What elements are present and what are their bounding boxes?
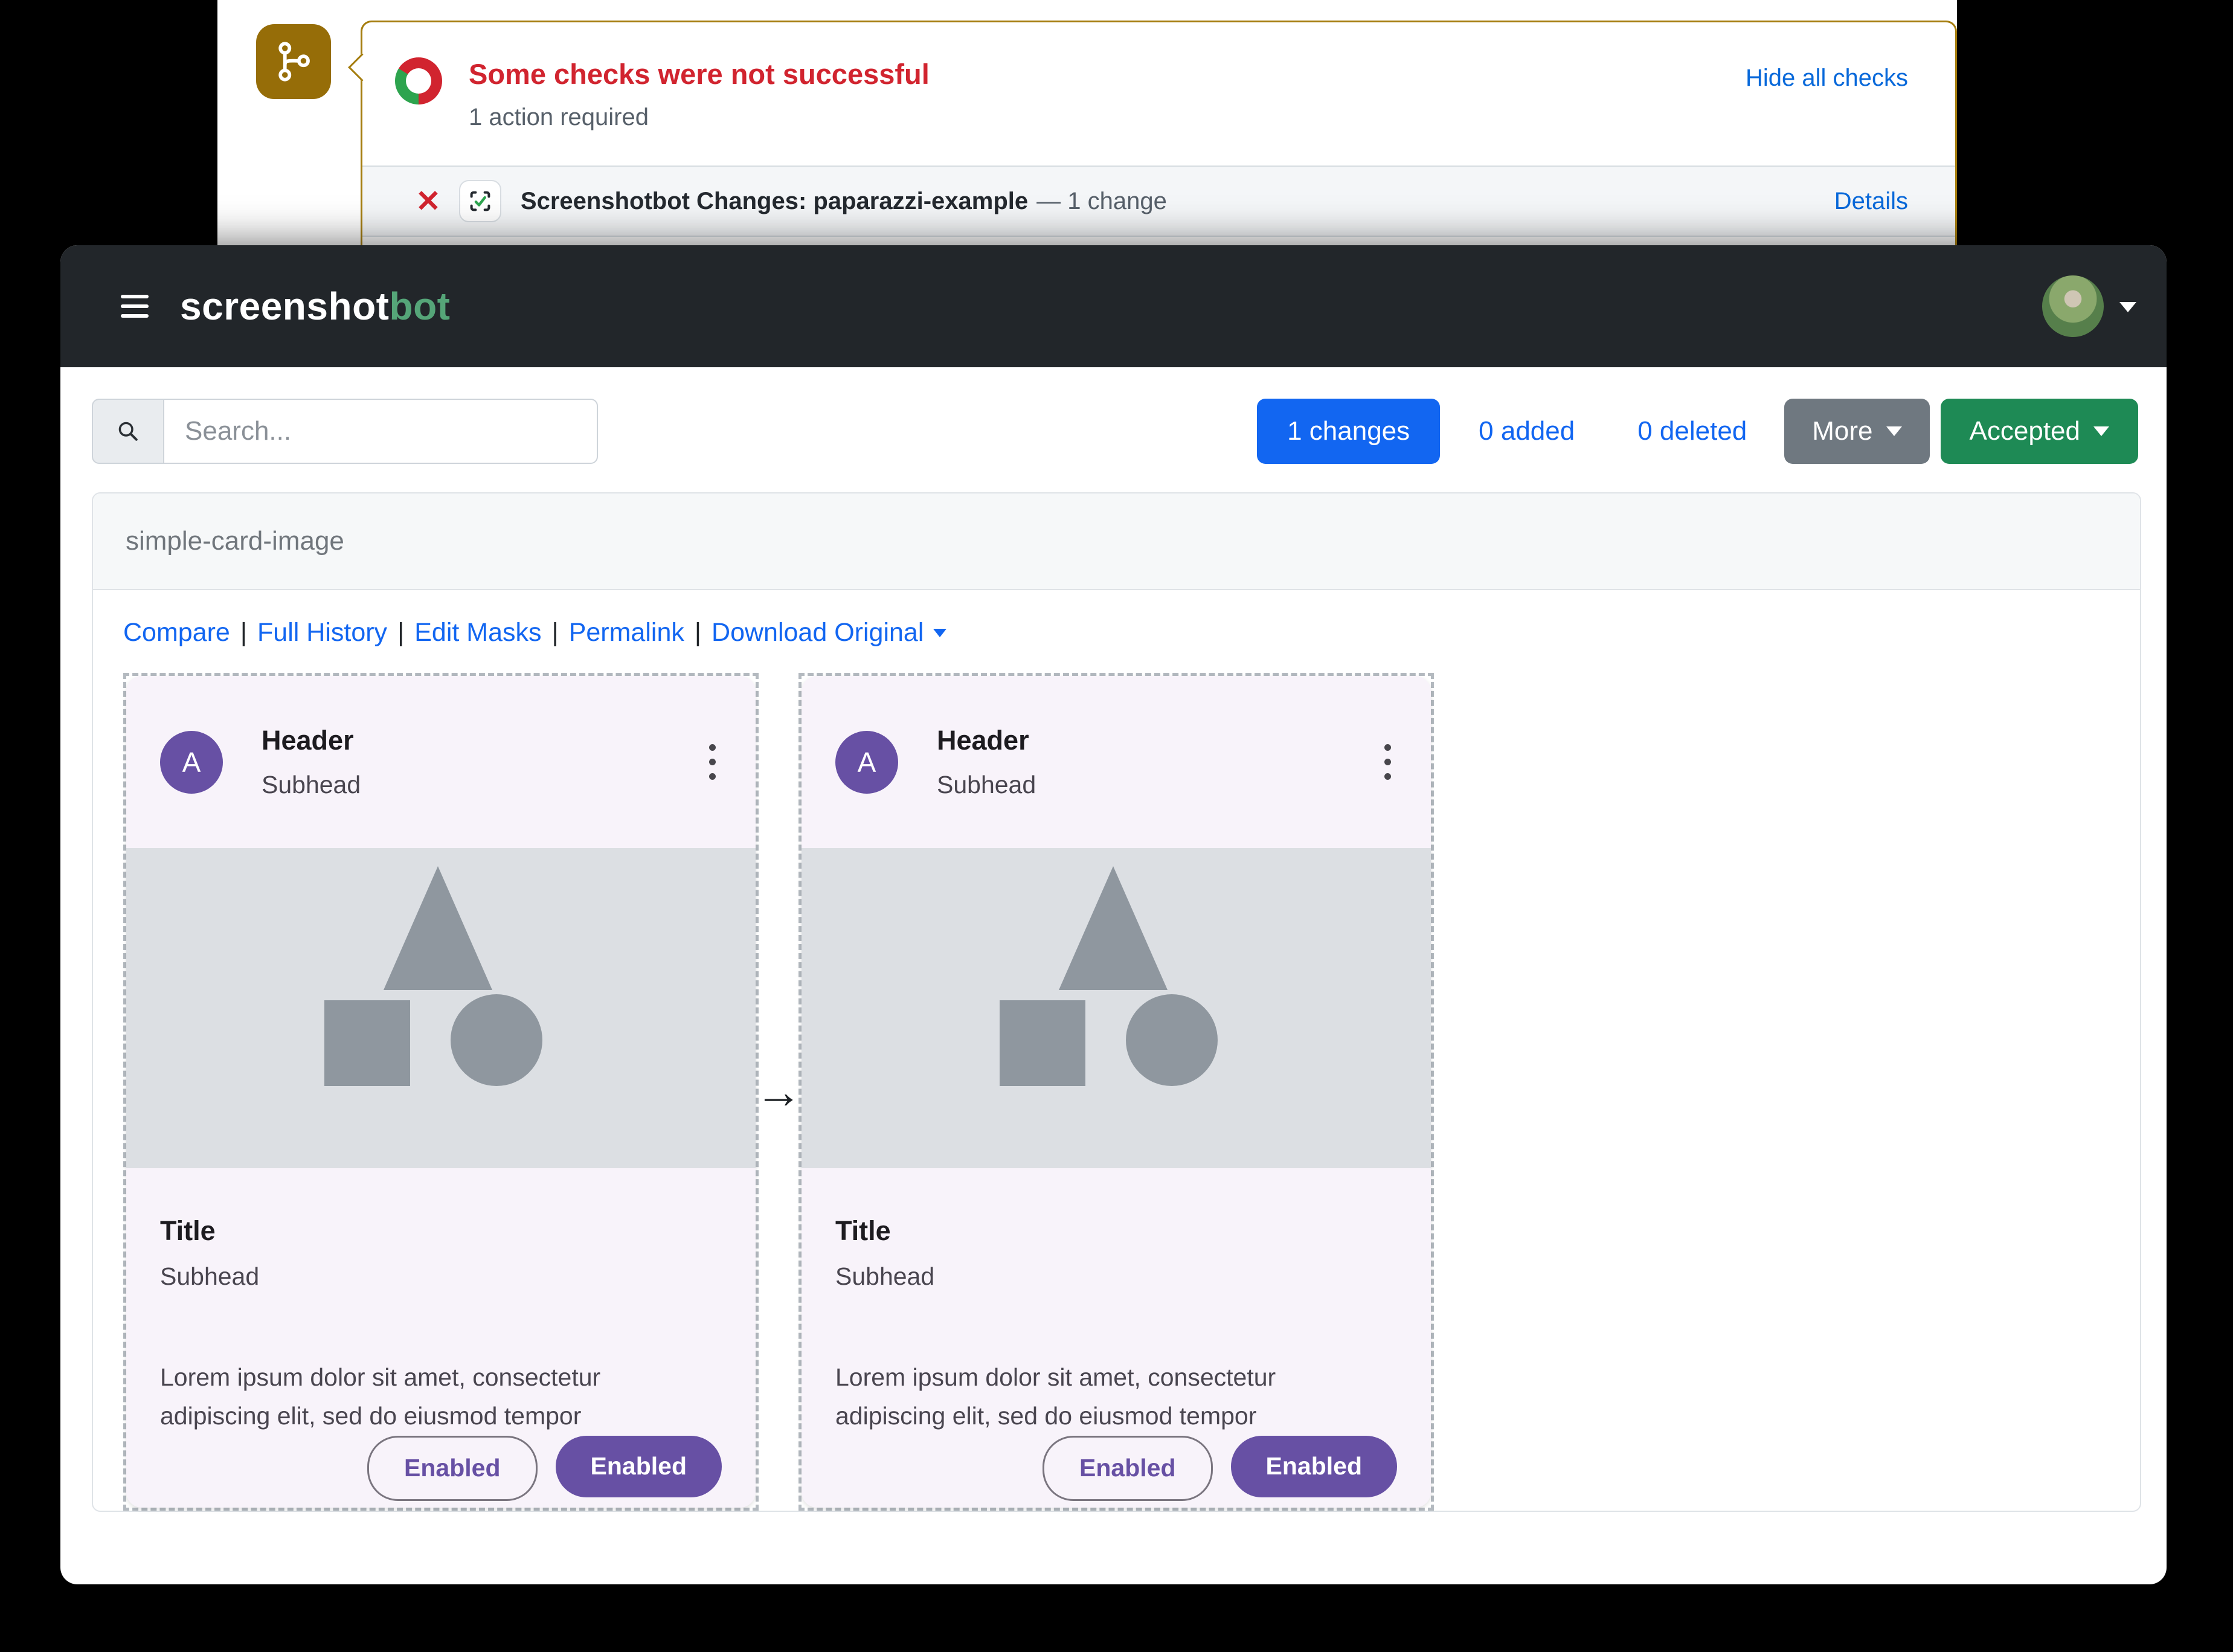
- alert-header: Some checks were not successful 1 action…: [395, 57, 930, 131]
- callout-notch: [348, 53, 376, 82]
- chevron-down-icon: [2093, 426, 2109, 436]
- square-shape: [1000, 1000, 1086, 1086]
- check-failed-x-icon: ✕: [416, 184, 441, 218]
- link-separator: |: [397, 618, 405, 647]
- kebab-menu-icon: [1384, 744, 1397, 780]
- edit-masks-link[interactable]: Edit Masks: [414, 618, 542, 647]
- rendered-material-card: A Header Subhead: [802, 676, 1431, 1508]
- user-avatar[interactable]: [2042, 275, 2104, 337]
- enabled-outlined-button: Enabled: [367, 1435, 538, 1501]
- hide-all-checks-link[interactable]: Hide all checks: [1745, 65, 1908, 91]
- card-header: simple-card-image: [93, 493, 2140, 590]
- changes-count-button[interactable]: 1 changes: [1257, 399, 1441, 464]
- search-icon: [118, 422, 138, 441]
- card-avatar: A: [160, 730, 223, 794]
- screenshot-after-image[interactable]: A Header Subhead: [798, 673, 1434, 1511]
- alert-subtitle: 1 action required: [469, 104, 649, 130]
- square-shape: [324, 1000, 411, 1086]
- card-body-text: Lorem ipsum dolor sit amet, consectetur …: [160, 1363, 601, 1430]
- screenshot-change-card: simple-card-image Compare | Full History…: [92, 492, 2141, 1512]
- kebab-menu-icon: [709, 744, 722, 780]
- brand-text-accent: bot: [389, 284, 451, 328]
- media-placeholder: [126, 848, 756, 1168]
- permalink-link[interactable]: Permalink: [568, 618, 684, 647]
- download-caret-icon: [933, 628, 947, 637]
- download-original-link[interactable]: Download Original: [712, 618, 924, 647]
- accepted-dropdown-button[interactable]: Accepted: [1940, 399, 2138, 464]
- git-branch-icon: [278, 42, 310, 82]
- card-header-title: Header: [937, 725, 1029, 756]
- screenshot-name: simple-card-image: [126, 526, 344, 556]
- rendered-material-card: A Header Subhead: [126, 676, 756, 1508]
- card-title: Title: [835, 1215, 891, 1246]
- circle-shape: [1125, 994, 1218, 1086]
- before-after-comparison: A Header Subhead: [123, 673, 2110, 1511]
- triangle-shape: [383, 866, 492, 990]
- app-navbar: screenshotbot: [60, 245, 2167, 367]
- card-header-title: Header: [262, 725, 354, 756]
- card-subhead: Subhead: [160, 1262, 260, 1290]
- compare-link[interactable]: Compare: [123, 618, 230, 647]
- action-links-row: Compare | Full History | Edit Masks | Pe…: [123, 618, 2110, 648]
- card-subhead: Subhead: [835, 1262, 935, 1290]
- check-run-row: ✕ Screenshotbot Changes: paparazzi-examp…: [362, 166, 1955, 237]
- screenshotbot-window: screenshotbot 1 changes 0 added: [60, 245, 2167, 1584]
- card-body: Compare | Full History | Edit Masks | Pe…: [93, 590, 2140, 1538]
- github-checks-panel: Some checks were not successful 1 action…: [217, 0, 1957, 245]
- full-history-link[interactable]: Full History: [257, 618, 388, 647]
- card-avatar: A: [835, 730, 898, 794]
- checks-status-donut-icon: [395, 57, 442, 104]
- link-separator: |: [240, 618, 248, 647]
- circle-shape: [450, 994, 542, 1086]
- change-arrow: →: [755, 1065, 802, 1118]
- check-run-change-count: — 1 change: [1036, 187, 1167, 214]
- link-separator: |: [694, 618, 702, 647]
- card-title: Title: [160, 1215, 216, 1246]
- deleted-count-link[interactable]: 0 deleted: [1637, 416, 1747, 446]
- triangle-shape: [1058, 866, 1168, 990]
- screenshotbot-check-icon: [458, 180, 501, 222]
- media-placeholder: [802, 848, 1431, 1168]
- search-group: [92, 399, 598, 464]
- check-run-name: Screenshotbot Changes: paparazzi-example: [520, 187, 1029, 214]
- user-menu-caret-icon[interactable]: [2119, 302, 2136, 312]
- link-separator: |: [551, 618, 559, 647]
- card-body-text: Lorem ipsum dolor sit amet, consectetur …: [835, 1363, 1276, 1430]
- alert-title: Some checks were not successful: [469, 58, 930, 90]
- toolbar: 1 changes 0 added 0 deleted More Accepte…: [92, 399, 2138, 464]
- card-header-subhead: Subhead: [262, 771, 361, 799]
- brand-text-primary: screenshot: [180, 284, 390, 328]
- enabled-outlined-button: Enabled: [1043, 1435, 1213, 1501]
- search-input[interactable]: [163, 399, 598, 464]
- enabled-filled-button: Enabled: [555, 1435, 722, 1497]
- brand-logo[interactable]: screenshotbot: [180, 284, 450, 329]
- search-addon: [92, 399, 163, 464]
- commit-app-icon: [256, 24, 331, 99]
- screenshot-before-image[interactable]: A Header Subhead: [123, 673, 759, 1511]
- more-dropdown-button[interactable]: More: [1784, 399, 1930, 464]
- card-header-subhead: Subhead: [937, 771, 1036, 799]
- added-count-link[interactable]: 0 added: [1479, 416, 1575, 446]
- hamburger-menu-icon[interactable]: [121, 295, 149, 318]
- check-details-link[interactable]: Details: [1834, 187, 1908, 214]
- checks-alert-callout: Some checks were not successful 1 action…: [348, 21, 1957, 245]
- chevron-down-icon: [1886, 426, 1902, 436]
- toolbar-actions: 1 changes 0 added 0 deleted More Accepte…: [1257, 399, 2138, 464]
- enabled-filled-button: Enabled: [1230, 1435, 1397, 1497]
- viewfinder-check-icon: [470, 191, 490, 211]
